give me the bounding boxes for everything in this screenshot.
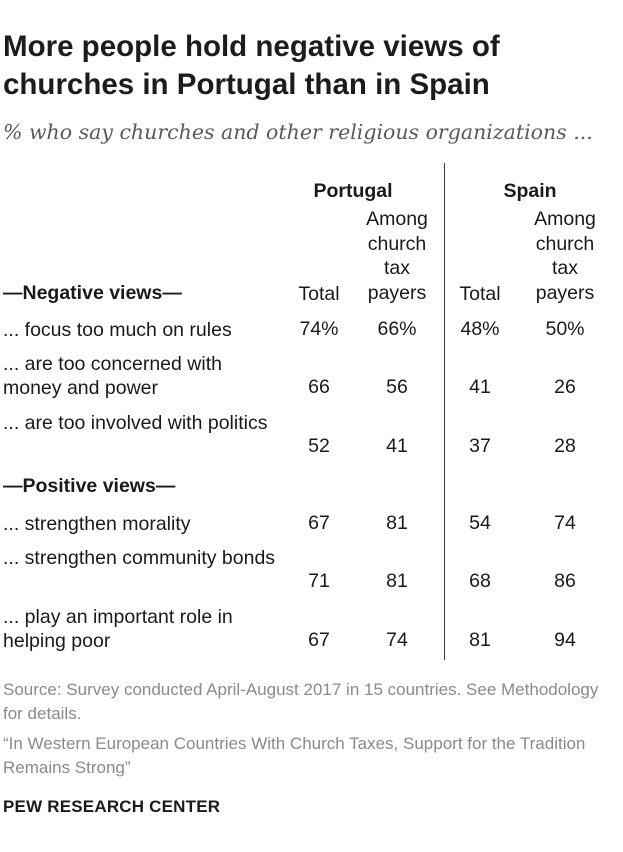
row-label: ... strengthen morality (3, 513, 191, 535)
table-cell-value: 66% (377, 318, 417, 340)
table-cell-value: 86 (554, 570, 576, 592)
country-header: Portugal (313, 180, 393, 202)
country-divider (444, 163, 445, 660)
column-header-among-line: tax (383, 257, 410, 279)
section-header: —Negative views— (3, 282, 182, 304)
table-cell-value: 81 (386, 570, 408, 592)
column-header-among-line: church (367, 232, 427, 255)
chart-title: More people hold negative views of churc… (3, 30, 500, 101)
row-label: ... focus too much on rules (3, 319, 232, 341)
table-cell-value: 26 (554, 376, 576, 398)
table-cell-value: 68 (469, 570, 491, 592)
table-cell-value: 50% (545, 318, 585, 340)
column-header-total: Total (459, 283, 501, 305)
section-header: —Positive views— (3, 475, 176, 497)
table-cell-value: 56 (386, 376, 408, 398)
row-label: ... are too concerned with money and pow… (3, 353, 222, 399)
country-header: Spain (503, 180, 557, 202)
column-header-among-line: tax (551, 257, 578, 279)
table-cell-value: 48% (460, 318, 500, 340)
table-cell-value: 67 (308, 512, 330, 534)
table-cell-value: 67 (308, 629, 330, 651)
report-title: “In Western European Countries With Chur… (3, 734, 586, 777)
table-cell-value: 66 (308, 376, 330, 398)
column-header-total: Total (298, 283, 340, 305)
row-label: ... play an important role in helping po… (3, 606, 233, 652)
table-cell-value: 74% (299, 318, 339, 340)
table-cell-value: 81 (469, 629, 491, 651)
table-cell-value: 81 (386, 512, 408, 534)
row-label: ... strengthen community bonds (3, 547, 276, 569)
footer-brand: PEW RESEARCH CENTER (3, 797, 221, 816)
table-cell-value: 41 (386, 435, 408, 457)
column-header-among-line: payers (367, 281, 427, 304)
chart-subtitle: % who say churches and other religious o… (3, 120, 593, 144)
column-header-among-line: payers (535, 281, 595, 304)
row-label: ... are too involved with politics (3, 412, 268, 434)
table-cell-value: 52 (308, 435, 330, 457)
table-cell-value: 54 (469, 512, 491, 534)
table-cell-value: 74 (554, 512, 576, 534)
table-cell-value: 74 (386, 629, 408, 651)
table-cell-value: 94 (554, 629, 576, 651)
table-cell-value: 41 (469, 376, 491, 398)
source-note: Source: Survey conducted April-August 20… (3, 680, 599, 723)
table-cell-value: 71 (308, 570, 330, 592)
column-header-among-line: Among (534, 208, 596, 230)
table-cell-value: 37 (469, 435, 491, 457)
table-cell-value: 28 (554, 435, 576, 457)
column-header-among-line: church (535, 232, 595, 255)
column-header-among-line: Among (366, 208, 428, 230)
